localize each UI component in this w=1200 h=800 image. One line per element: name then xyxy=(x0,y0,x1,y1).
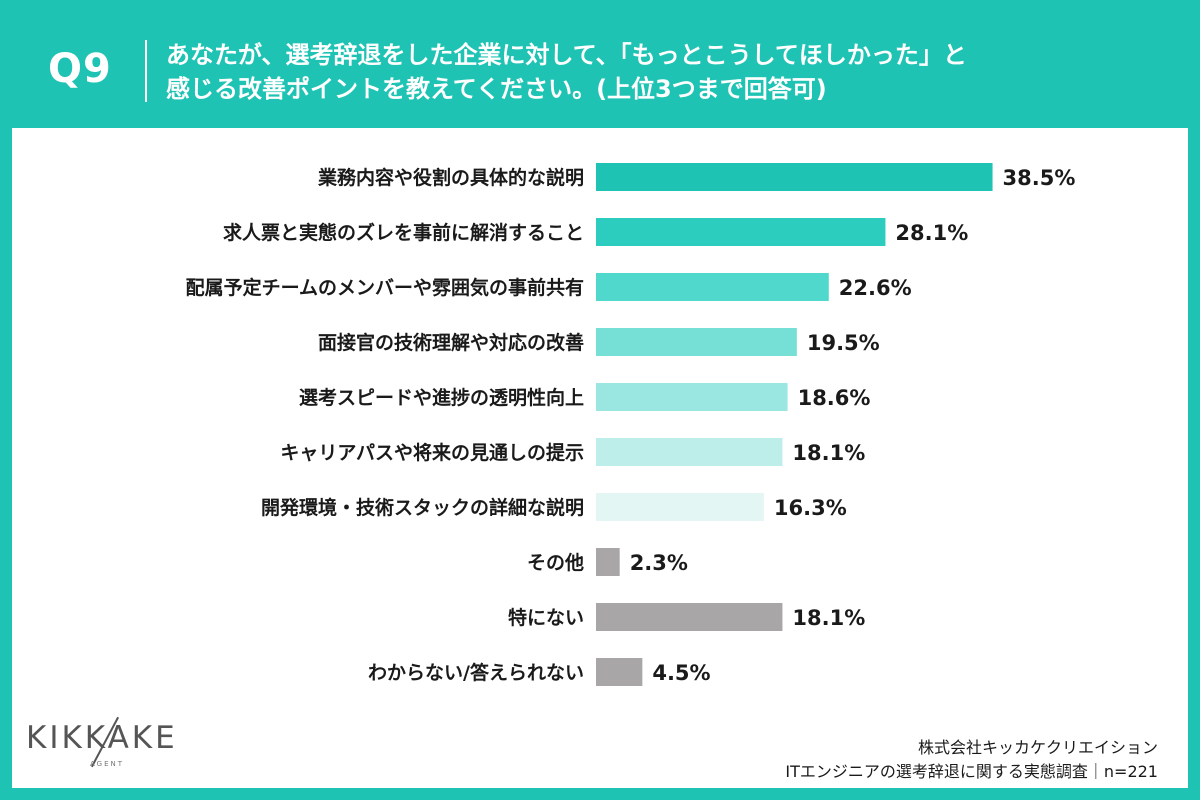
bar xyxy=(596,218,886,246)
value-label: 38.5% xyxy=(1003,166,1076,190)
footer-survey: ITエンジニアの選考辞退に関する実態調査｜n=221 xyxy=(785,762,1158,781)
bar xyxy=(596,163,993,191)
logo-subtext: AGENT xyxy=(90,760,125,768)
category-label: 業務内容や役割の具体的な説明 xyxy=(317,166,584,189)
value-label: 4.5% xyxy=(652,661,710,685)
question-line-1: あなたが、選考辞退をした企業に対して、「もっとこうしてほしかった」と xyxy=(166,41,967,69)
category-label: 特にない xyxy=(508,607,584,629)
footer-company: 株式会社キッカケクリエイション xyxy=(917,738,1158,757)
category-label: 面接官の技術理解や対応の改善 xyxy=(318,331,584,354)
value-label: 16.3% xyxy=(774,496,847,520)
category-label: 開発環境・技術スタックの詳細な説明 xyxy=(261,496,584,519)
kikkake-logo: KIKKAKE AGENT xyxy=(26,716,196,780)
category-label: キャリアパスや将来の見通しの提示 xyxy=(280,441,584,464)
category-label: 配属予定チームのメンバーや雰囲気の事前共有 xyxy=(186,276,584,299)
value-label: 19.5% xyxy=(807,331,880,355)
bar xyxy=(596,603,783,631)
bar xyxy=(596,438,783,466)
category-label: わからない/答えられない xyxy=(368,661,584,684)
question-text: あなたが、選考辞退をした企業に対して、「もっとこうしてほしかった」と 感じる改善… xyxy=(166,38,1166,106)
bar-chart: 業務内容や役割の具体的な説明 38.5% 求人票と実態のズレを事前に解消すること 28… xyxy=(186,163,1076,686)
value-label: 2.3% xyxy=(630,551,688,575)
category-label: 選考スピードや進捗の透明性向上 xyxy=(299,386,584,409)
header: Q9 あなたが、選考辞退をした企業に対して、「もっとこうしてほしかった」と 感じ… xyxy=(0,0,1200,128)
question-line-2: 感じる改善ポイントを教えてください。(上位3つまで回答可) xyxy=(166,75,827,103)
value-label: 22.6% xyxy=(839,276,912,300)
value-label: 18.1% xyxy=(792,441,865,465)
bar xyxy=(596,328,797,356)
bar xyxy=(596,383,788,411)
bar xyxy=(596,493,764,521)
bar xyxy=(596,273,829,301)
value-label: 28.1% xyxy=(895,221,968,245)
value-label: 18.1% xyxy=(792,606,865,630)
bar xyxy=(596,658,643,686)
value-label: 18.6% xyxy=(798,386,871,410)
logo-wordmark: KIKKAKE xyxy=(26,720,178,756)
category-label: その他 xyxy=(527,551,584,574)
category-label: 求人票と実態のズレを事前に解消すること xyxy=(223,221,584,244)
footer: 株式会社キッカケクリエイション ITエンジニアの選考辞退に関する実態調査｜n=2… xyxy=(785,736,1158,784)
header-divider xyxy=(145,40,147,102)
chart-panel: 業務内容や役割の具体的な説明 38.5% 求人票と実態のズレを事前に解消すること 28… xyxy=(12,128,1188,788)
bar xyxy=(596,548,620,576)
question-number: Q9 xyxy=(48,46,112,92)
